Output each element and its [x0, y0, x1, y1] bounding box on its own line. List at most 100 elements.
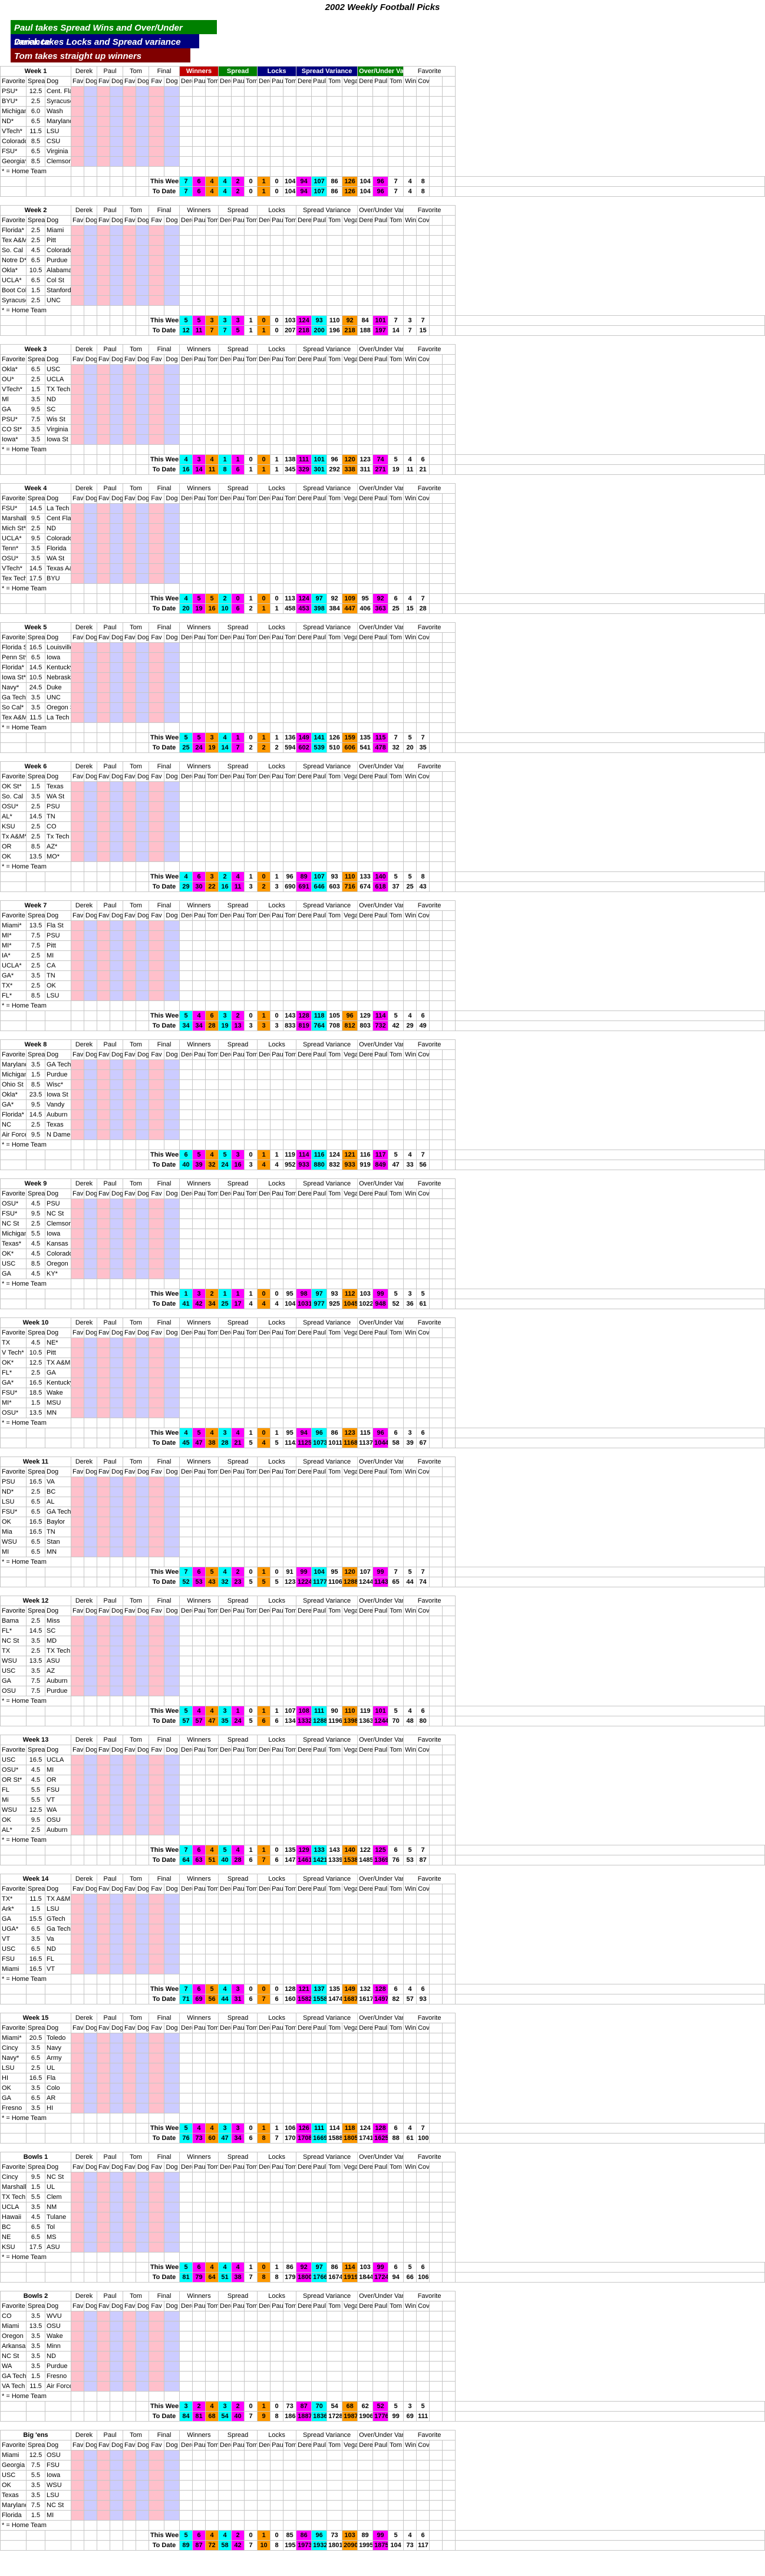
pick-cell: [149, 265, 165, 276]
pick-cell: [149, 1398, 165, 1408]
col-fav: Fav: [97, 1467, 110, 1477]
col-derek: Derek: [357, 771, 374, 782]
variance-cell: [388, 1408, 404, 1418]
result-cell: [218, 1795, 232, 1805]
pick-cell: [84, 1398, 98, 1408]
game-row: Mich St* 2.5 ND: [0, 523, 765, 534]
result-cell: [218, 265, 232, 276]
to-date-row-value: 832: [327, 1160, 343, 1170]
cell: [283, 1140, 297, 1150]
result-cell: [179, 702, 193, 713]
col-spread: Spread: [26, 910, 45, 921]
cell: [44, 871, 72, 882]
game-row: Michigan 1.5 Purdue: [0, 1069, 765, 1080]
variance-cell: [372, 1059, 389, 1070]
cell: [71, 1021, 85, 1031]
to-date-row-value: 1177: [311, 1577, 328, 1587]
variance-cell: [388, 96, 404, 107]
result-cell: [179, 1059, 193, 1070]
pick-cell: [110, 96, 124, 107]
game-dog: Purdue: [44, 1686, 72, 1696]
favorite-cell: [403, 235, 417, 246]
cell: [110, 1716, 124, 1726]
cell: [97, 1160, 111, 1170]
result-cell: [218, 384, 232, 395]
this-week-row-value: 5: [205, 593, 219, 604]
game-spread: 6.5: [26, 116, 45, 127]
variance-cell: [342, 1069, 358, 1080]
variance-cell: [357, 225, 374, 236]
variance-cell: [372, 543, 389, 554]
variance-cell: [342, 1497, 358, 1507]
pick-cell: [136, 1517, 149, 1527]
game-spread: 6.5: [26, 364, 45, 375]
cell: [429, 354, 443, 365]
result-cell: [257, 146, 271, 157]
col-fav: Fav: [71, 215, 85, 226]
cell: [164, 583, 180, 594]
variance-cell: [357, 1666, 374, 1676]
result-cell: [244, 841, 258, 852]
to-date-row-value: 21: [416, 464, 430, 475]
variance-cell: [311, 563, 328, 574]
result-cell: [283, 1109, 297, 1120]
col-fav: Fav: [123, 1606, 137, 1616]
favorite-cell: [416, 662, 430, 673]
variance-cell: [296, 1249, 312, 1259]
variance-cell: [296, 1686, 312, 1696]
pick-cell: [84, 1795, 98, 1805]
game-favorite: GA: [0, 1269, 27, 1279]
col-fav: Fav: [71, 76, 85, 87]
result-cell: [257, 1228, 271, 1239]
result-cell: [244, 146, 258, 157]
variance-cell: [342, 394, 358, 405]
game-spread: 13.5: [26, 1656, 45, 1666]
result-cell: [244, 136, 258, 147]
result-cell: [179, 1269, 193, 1279]
variance-cell: [342, 781, 358, 792]
variance-cell: [357, 513, 374, 524]
variance-cell: [388, 970, 404, 981]
variance-cell: [342, 1477, 358, 1487]
cell: [149, 1000, 165, 1011]
this-week-row: This Week 5 4 6 3 2 0 1 0 143 128 118 105 96 129 114 5 4 6: [0, 1010, 765, 1021]
result-cell: [192, 1259, 206, 1269]
col-tom: Tom: [327, 493, 343, 504]
result-cell: [192, 1130, 206, 1140]
cell: [71, 1299, 85, 1309]
result-cell: [270, 712, 284, 723]
pick-cell: [110, 1198, 124, 1209]
variance-cell: [327, 96, 343, 107]
game-dog: Kansas: [44, 1239, 72, 1249]
header-favorite: Favorite: [403, 344, 456, 355]
variance-cell: [327, 920, 343, 931]
this-week-row-value: 120: [342, 454, 358, 465]
variance-cell: [296, 1079, 312, 1090]
to-date-row-value: 30: [192, 881, 206, 892]
variance-cell: [388, 821, 404, 832]
result-cell: [231, 1775, 245, 1785]
pick-cell: [136, 980, 150, 991]
variance-cell: [296, 791, 312, 802]
to-date-row-value: 1: [257, 464, 271, 475]
variance-cell: [357, 245, 374, 256]
result-cell: [192, 1477, 206, 1487]
variance-cell: [296, 1527, 312, 1537]
this-week-row-value: 124: [296, 315, 312, 326]
variance-cell: [327, 1815, 343, 1825]
favorite-cell: [416, 86, 430, 97]
pick-cell: [123, 930, 137, 941]
game-spread: 1.5: [26, 384, 45, 395]
cell: [372, 1279, 389, 1289]
pick-cell: [110, 503, 124, 514]
variance-cell: [327, 801, 343, 812]
variance-cell: [311, 275, 328, 286]
favorite-cell: [442, 692, 456, 703]
favorite-cell: [442, 1517, 456, 1527]
cell: [97, 1418, 111, 1428]
pick-cell: [71, 1259, 85, 1269]
col-dog: Dog: [84, 354, 98, 365]
favorite-cell: [442, 1208, 456, 1219]
variance-cell: [311, 702, 328, 713]
